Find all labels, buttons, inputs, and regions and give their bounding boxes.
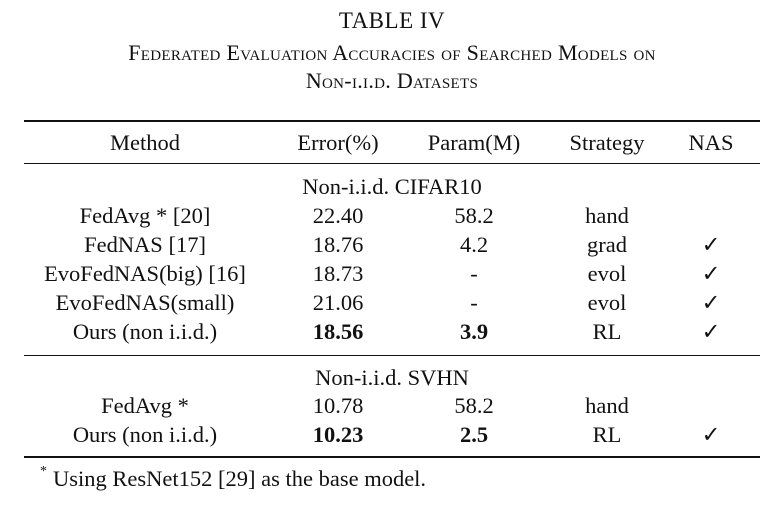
cell-method: FedNAS [17] — [84, 232, 206, 257]
table-row: Ours (non i.i.d.) 10.23 2.5 RL ✓ — [0, 422, 784, 452]
header-param: Param(M) — [427, 130, 521, 155]
group-rule — [24, 355, 760, 356]
cell-strategy: RL — [592, 319, 622, 344]
table-row: EvoFedNAS(small) 21.06 - evol ✓ — [0, 290, 784, 320]
cell-error: 18.56 — [312, 319, 364, 344]
footnote-text: Using ResNet152 [29] as the base model. — [53, 466, 427, 491]
table-row: FedAvg * [20] 22.40 58.2 hand — [0, 203, 784, 233]
table-footnote: * Using ResNet152 [29] as the base model. — [40, 463, 427, 492]
cell-method: EvoFedNAS(big) [16] — [44, 261, 246, 286]
cell-strategy: hand — [585, 203, 629, 228]
cell-method: FedAvg * [20] — [79, 203, 211, 228]
header-row: Method Error(%) Param(M) Strategy NAS — [0, 130, 784, 160]
cell-param: 2.5 — [459, 422, 489, 447]
header-error: Error(%) — [297, 130, 379, 155]
table-title-line-1: Federated Evaluation Accuracies of Searc… — [128, 40, 656, 65]
cell-param: 58.2 — [454, 203, 494, 228]
check-icon: ✓ — [701, 319, 721, 344]
table-title-line-2: Non-i.i.d. Datasets — [305, 68, 479, 93]
table-row: FedNAS [17] 18.76 4.2 grad ✓ — [0, 232, 784, 262]
cell-param: 4.2 — [459, 232, 489, 257]
check-icon: ✓ — [701, 261, 721, 286]
header-strategy: Strategy — [569, 130, 645, 155]
cell-error: 18.76 — [312, 232, 364, 257]
cell-error: 10.23 — [312, 422, 364, 447]
check-icon: ✓ — [701, 422, 721, 447]
cell-error: 22.40 — [312, 203, 364, 228]
check-icon: ✓ — [701, 232, 721, 257]
cell-strategy: evol — [587, 290, 627, 315]
table-label: TABLE IV — [338, 8, 446, 33]
cell-error: 18.73 — [312, 261, 364, 286]
cell-strategy: evol — [587, 261, 627, 286]
header-rule — [24, 163, 760, 164]
cell-strategy: RL — [592, 422, 622, 447]
cell-method: Ours (non i.i.d.) — [72, 422, 218, 447]
table-row: FedAvg * 10.78 58.2 hand — [0, 393, 784, 423]
group-title-svhn: Non-i.i.d. SVHN — [315, 365, 469, 390]
top-rule — [24, 120, 760, 122]
bottom-rule — [24, 456, 760, 458]
table-row: Ours (non i.i.d.) 18.56 3.9 RL ✓ — [0, 319, 784, 349]
cell-method: EvoFedNAS(small) — [55, 290, 235, 315]
cell-param: - — [470, 290, 478, 315]
group-title-cifar10: Non-i.i.d. CIFAR10 — [302, 174, 482, 199]
cell-strategy: hand — [585, 393, 629, 418]
table-row: EvoFedNAS(big) [16] 18.73 - evol ✓ — [0, 261, 784, 291]
cell-method: Ours (non i.i.d.) — [72, 319, 218, 344]
cell-param: - — [470, 261, 478, 286]
cell-param: 3.9 — [459, 319, 489, 344]
cell-strategy: grad — [587, 232, 627, 257]
footnote-mark: * — [40, 463, 47, 479]
header-method: Method — [110, 130, 180, 155]
cell-param: 58.2 — [454, 393, 494, 418]
header-nas: NAS — [688, 130, 734, 155]
check-icon: ✓ — [701, 290, 721, 315]
cell-error: 10.78 — [312, 393, 364, 418]
cell-error: 21.06 — [312, 290, 364, 315]
cell-method: FedAvg * — [101, 393, 189, 418]
